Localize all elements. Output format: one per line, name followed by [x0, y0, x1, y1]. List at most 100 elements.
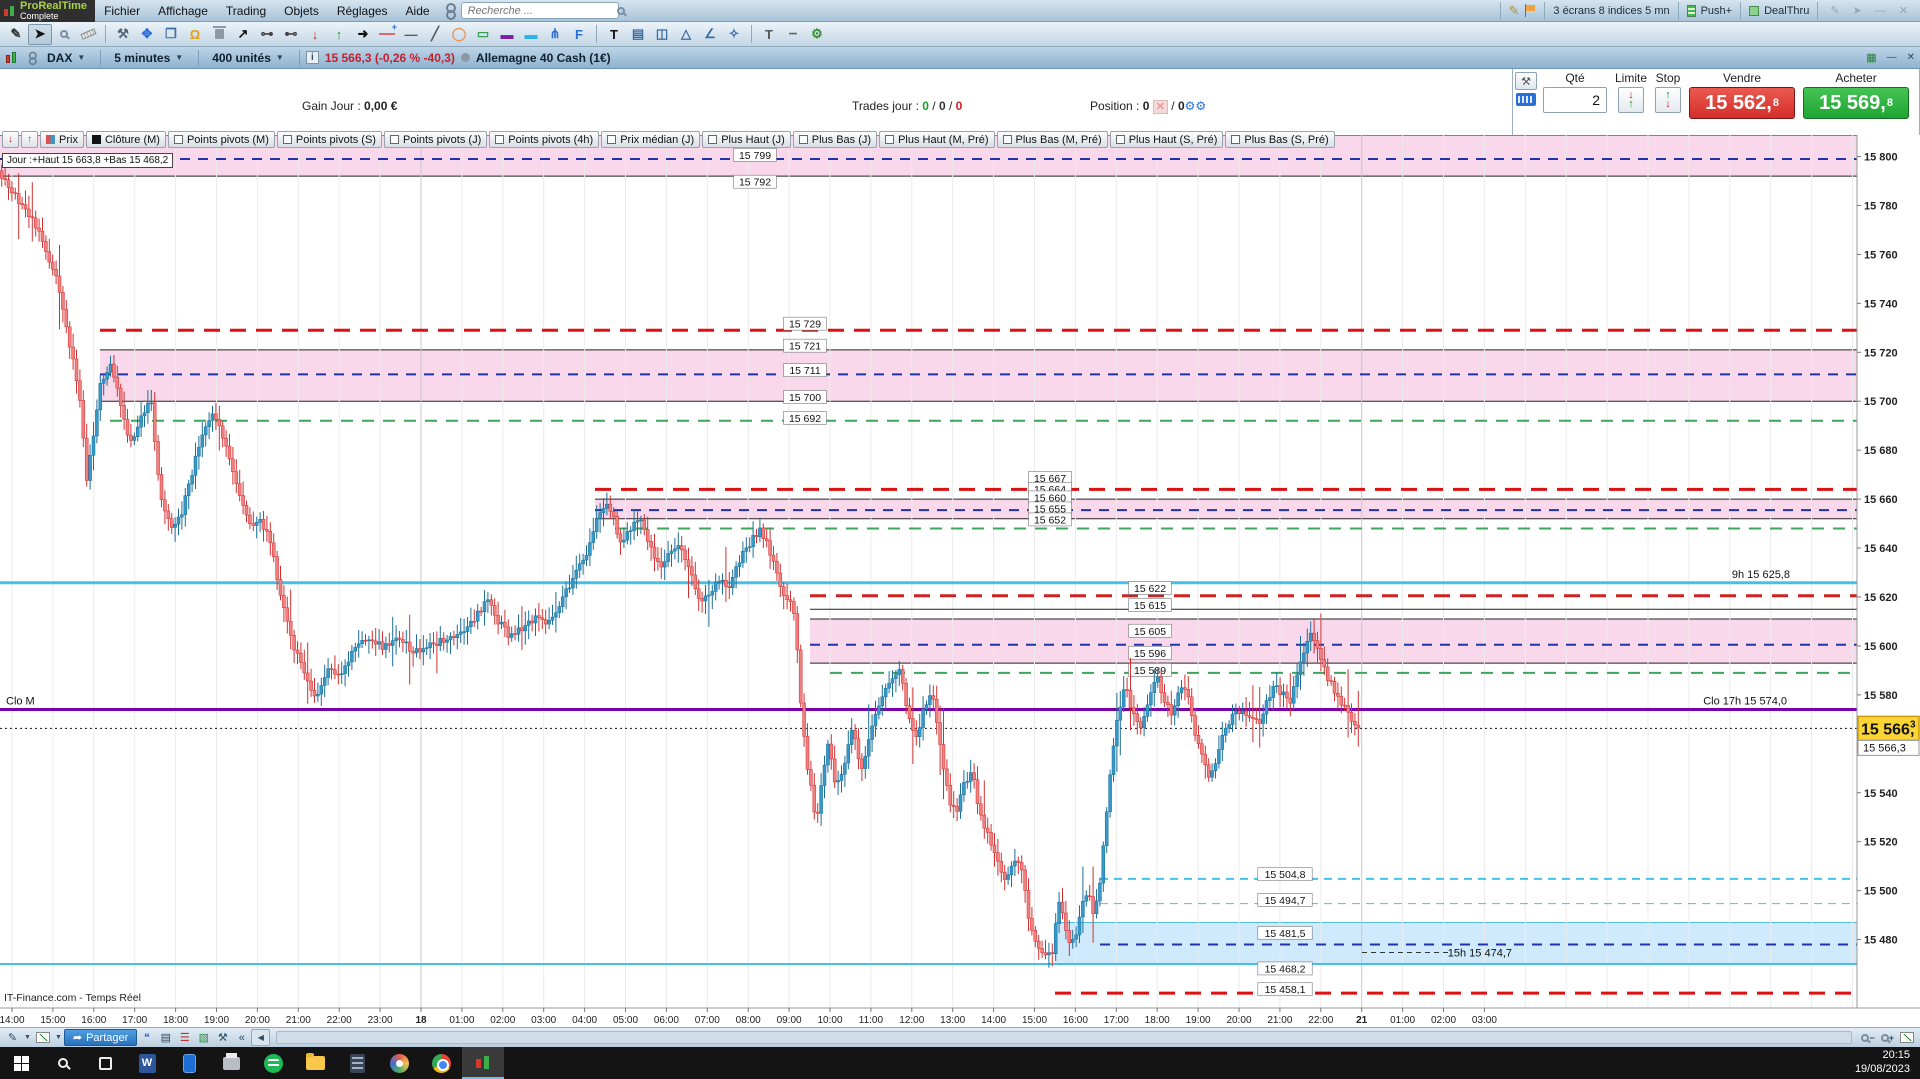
tab-points-pivots-j-[interactable]: Points pivots (J)	[383, 131, 488, 148]
search-input[interactable]	[465, 3, 613, 18]
time-axis-label[interactable]: 21	[1356, 1015, 1368, 1026]
chart-minimize-icon[interactable]: —	[1886, 52, 1897, 63]
time-axis-label[interactable]: 15:00	[1022, 1015, 1047, 1026]
price-axis-tick[interactable]: 15 620	[1864, 592, 1898, 604]
tab-plus-bas-j-[interactable]: Plus Bas (J)	[792, 131, 878, 148]
move-icon[interactable]: ✥	[141, 26, 153, 41]
cursor-icon[interactable]: ➤	[28, 23, 52, 45]
taskbar-clock[interactable]: 20:15 19/08/2023	[1855, 1049, 1920, 1077]
fit-chart-icon[interactable]	[1897, 1029, 1917, 1046]
tab-plus-haut-m-pr-[interactable]: Plus Haut (M, Pré)	[879, 131, 995, 148]
time-axis-label[interactable]: 17:00	[122, 1015, 147, 1026]
time-axis-label[interactable]: 14:00	[981, 1015, 1006, 1026]
chrome-app-icon[interactable]	[420, 1047, 462, 1079]
order-settings-button[interactable]: ⚒	[1515, 72, 1537, 90]
tab-cl-ture-m-[interactable]: Clôture (M)	[85, 131, 166, 148]
zoom-out-button[interactable]: −	[1858, 1029, 1877, 1046]
task-view-button[interactable]	[84, 1047, 126, 1079]
search-box[interactable]	[460, 2, 625, 19]
time-axis-label[interactable]: 08:00	[736, 1015, 761, 1026]
keyboard-trading-icon[interactable]	[1516, 93, 1536, 106]
time-axis-label[interactable]: 04:00	[572, 1015, 597, 1026]
order-tools-icon[interactable]: ⚒	[217, 1032, 228, 1044]
oblique-line-icon[interactable]: ╱	[431, 26, 439, 41]
tools-icon[interactable]: ⚒	[117, 26, 129, 41]
rectangle-icon[interactable]: ▭	[476, 26, 490, 41]
time-axis-label[interactable]: 02:00	[490, 1015, 515, 1026]
panel-toggle-icon[interactable]: ▦	[1866, 52, 1877, 64]
annotate-pen-icon[interactable]: ✎	[7, 1032, 18, 1044]
phone-app-icon[interactable]	[168, 1047, 210, 1079]
price-axis-tick[interactable]: 15 540	[1864, 788, 1898, 800]
tab-points-pivots-s-[interactable]: Points pivots (S)	[276, 131, 382, 148]
sell-button[interactable]: 15 562, 8	[1689, 87, 1796, 119]
time-axis-label[interactable]: 05:00	[613, 1015, 638, 1026]
channel-icon[interactable]: ▤	[631, 26, 645, 41]
time-axis-label[interactable]: 18:00	[1145, 1015, 1170, 1026]
note-text-icon[interactable]: T	[765, 26, 773, 42]
news-icon[interactable]: ▤	[160, 1032, 171, 1044]
fibo-fan-icon[interactable]: ✧	[728, 26, 740, 41]
time-axis-label[interactable]: 01:00	[1390, 1015, 1415, 1026]
price-axis-tick[interactable]: 15 780	[1864, 200, 1898, 212]
time-axis-label[interactable]: 03:00	[1472, 1015, 1497, 1026]
time-axis-label[interactable]: 16:00	[81, 1015, 106, 1026]
spotify-app-icon[interactable]	[252, 1047, 294, 1079]
time-axis-label[interactable]: 10:00	[817, 1015, 842, 1026]
chart-settings-icon[interactable]: ⚙	[811, 26, 823, 41]
menu-item-reglages[interactable]: Réglages	[336, 3, 388, 18]
chart-type-icon[interactable]	[6, 51, 19, 65]
collapse-chevrons[interactable]: «	[238, 1031, 245, 1044]
continue-arrow-icon[interactable]: ➜	[357, 26, 369, 41]
tab-prix-m-dian-j-[interactable]: Prix médian (J)	[601, 131, 701, 148]
price-axis-tick[interactable]: 15 600	[1864, 641, 1898, 653]
menu-item-aide[interactable]: Aide	[405, 3, 430, 18]
dashes-icon[interactable]: ┄	[789, 26, 797, 41]
menu-item-objets[interactable]: Objets	[284, 3, 319, 18]
price-axis-tick[interactable]: 15 580	[1864, 690, 1898, 702]
delete-icon[interactable]	[207, 24, 231, 45]
chart-close-icon[interactable]: ✕	[1906, 52, 1915, 63]
tab-prix[interactable]: Prix	[40, 131, 84, 148]
link-chain-icon[interactable]	[445, 2, 456, 20]
tab-plus-bas-s-pr-[interactable]: Plus Bas (S, Pré)	[1225, 131, 1335, 148]
price-axis-tick[interactable]: 15 480	[1864, 935, 1898, 947]
triangle-pattern-icon[interactable]: △	[681, 26, 691, 41]
chart-dropdown-icon[interactable]: ▼	[54, 1034, 62, 1041]
price-chart-svg[interactable]: 15 799 15 792 15 729 15 721 15 711 15 700 15 6…	[0, 134, 1920, 1027]
link-points-icon[interactable]: ⊶	[260, 26, 274, 41]
price-axis-tick[interactable]: 15 700	[1864, 396, 1898, 408]
tab-plus-haut-j-[interactable]: Plus Haut (J)	[702, 131, 791, 148]
time-axis-label[interactable]: 20:00	[1226, 1015, 1251, 1026]
level-plus-icon[interactable]	[375, 22, 399, 45]
time-axis-label[interactable]: 13:00	[940, 1015, 965, 1026]
draw-pencil-icon[interactable]: ✎	[10, 26, 22, 41]
printer-app-icon[interactable]	[210, 1047, 252, 1079]
price-axis-tick[interactable]: 15 760	[1864, 249, 1898, 261]
duplicate-icon[interactable]: ❐	[165, 26, 177, 41]
time-axis-label[interactable]: 12:00	[899, 1015, 924, 1026]
time-axis-label[interactable]: 06:00	[654, 1015, 679, 1026]
time-axis-label[interactable]: 03:00	[531, 1015, 556, 1026]
explorer-app-icon[interactable]	[294, 1047, 336, 1079]
price-axis-tick[interactable]: 15 720	[1864, 347, 1898, 359]
tab-points-pivots-4h-[interactable]: Points pivots (4h)	[489, 131, 600, 148]
paint-app-icon[interactable]	[378, 1047, 420, 1079]
stop-order-button[interactable]: ↑ ↓	[1655, 87, 1682, 113]
fibonacci-icon[interactable]: F	[575, 26, 583, 42]
tab-plus-haut-s-pr-[interactable]: Plus Haut (S, Pré)	[1109, 131, 1224, 148]
horizontal-scrollbar[interactable]	[276, 1031, 1853, 1044]
price-axis-tick[interactable]: 15 800	[1864, 152, 1898, 164]
menu-item-fichier[interactable]: Fichier	[104, 3, 141, 18]
chart-link-icon[interactable]	[28, 51, 37, 65]
share-button[interactable]: ➦ Partager	[63, 1029, 138, 1046]
pen-dropdown-icon[interactable]: ▼	[24, 1034, 31, 1041]
menu-item-trading[interactable]: Trading	[225, 3, 267, 18]
mini-chart-icon[interactable]	[33, 1029, 53, 1046]
positions-list-icon[interactable]: ☰	[179, 1032, 190, 1044]
time-axis-label[interactable]: 21:00	[1267, 1015, 1292, 1026]
start-button[interactable]	[0, 1047, 42, 1079]
expand-indicator-button[interactable]: ↑	[21, 131, 38, 148]
prorealtime-app-icon[interactable]	[462, 1047, 504, 1079]
calculator-app-icon[interactable]	[336, 1047, 378, 1079]
